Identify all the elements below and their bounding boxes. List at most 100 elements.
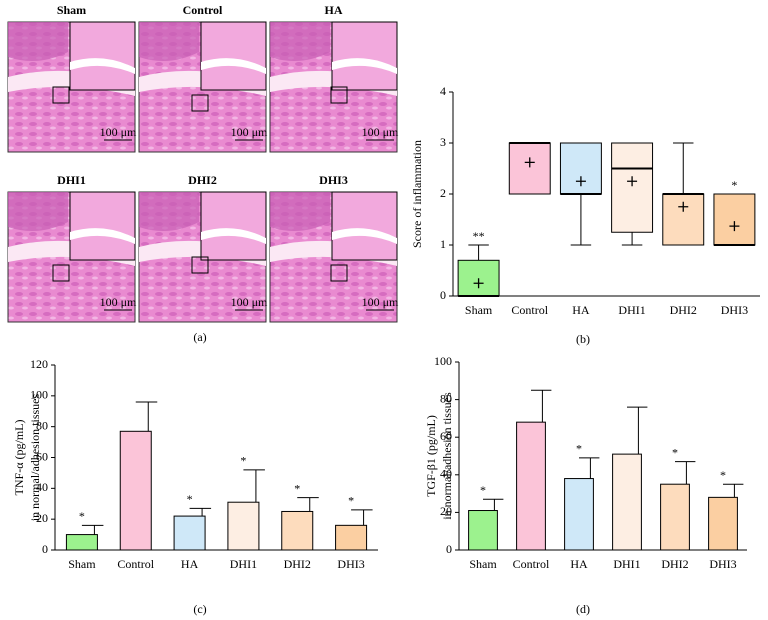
y-axis-label: Score of inflammation [410, 140, 424, 248]
inset [331, 191, 398, 261]
significance: * [240, 454, 246, 468]
roi-box [191, 94, 209, 112]
bar [564, 478, 594, 551]
panel-label: DHI2 [188, 173, 217, 187]
roi-box [52, 264, 70, 282]
y-tick-label: 0 [440, 288, 446, 302]
x-tick-label: Control [117, 557, 154, 571]
panel-label: Sham [57, 3, 86, 17]
panel-label: HA [325, 3, 343, 17]
bar [227, 501, 260, 551]
bar [335, 524, 368, 551]
scale-label: 100 μm [100, 125, 137, 139]
roi-box [52, 86, 70, 104]
inset-detail [70, 58, 135, 74]
bar [173, 515, 206, 551]
scale-label: 100 μm [231, 295, 268, 309]
x-tick-label: HA [572, 303, 590, 317]
inset [331, 21, 398, 91]
bar [516, 421, 546, 551]
x-tick-label: Sham [465, 303, 493, 317]
significance: * [731, 178, 737, 192]
x-tick-label: Sham [68, 557, 96, 571]
y-axis-label: in normal/adhesion tissues [28, 394, 42, 522]
box [713, 193, 756, 246]
bar [708, 496, 738, 551]
caption: (b) [576, 332, 590, 346]
x-tick-label: DHI3 [337, 557, 364, 571]
panel-label: DHI3 [319, 173, 348, 187]
box [662, 193, 705, 246]
y-tick-label: 1 [440, 237, 446, 251]
y-tick-label: 40 [36, 480, 48, 494]
mean-marker [473, 278, 484, 289]
scale-label: 100 μm [362, 125, 399, 139]
y-tick-label: 40 [440, 467, 452, 481]
box [559, 142, 602, 195]
inset [69, 21, 136, 91]
y-tick-label: 60 [440, 429, 452, 443]
y-tick-label: 0 [42, 542, 48, 556]
inset-detail [70, 228, 135, 244]
mucosa [270, 192, 330, 231]
significance: * [187, 492, 193, 506]
y-axis-label: in normal/adhesion tissues [440, 392, 454, 520]
x-tick-label: DHI3 [709, 557, 736, 571]
x-tick-label: DHI3 [721, 303, 748, 317]
x-tick-label: DHI1 [618, 303, 645, 317]
y-tick-label: 120 [30, 357, 48, 371]
y-tick-label: 100 [434, 354, 452, 368]
scale-label: 100 μm [100, 295, 137, 309]
inset-detail [332, 228, 397, 244]
roi-box [330, 264, 348, 282]
significance: * [720, 468, 726, 482]
mucosa [8, 22, 68, 61]
mean-marker [678, 201, 689, 212]
mucosa [139, 192, 199, 231]
significance: * [576, 442, 582, 456]
y-tick-label: 3 [440, 135, 446, 149]
x-tick-label: HA [181, 557, 199, 571]
scale-label: 100 μm [231, 125, 268, 139]
significance: * [348, 494, 354, 508]
box [457, 259, 500, 297]
bar [119, 430, 152, 551]
bar [468, 510, 498, 551]
x-tick-label: DHI2 [284, 557, 311, 571]
mean-marker [524, 157, 535, 168]
inset [200, 21, 267, 91]
inset-detail [201, 228, 266, 244]
y-tick-label: 80 [440, 391, 452, 405]
y-tick-label: 80 [36, 418, 48, 432]
inset-detail [201, 58, 266, 74]
y-tick-label: 2 [440, 186, 446, 200]
bar [612, 453, 642, 551]
box [508, 142, 551, 195]
y-tick-label: 100 [30, 388, 48, 402]
y-tick-label: 4 [440, 84, 446, 98]
scale-label: 100 μm [362, 295, 399, 309]
x-tick-label: DHI2 [670, 303, 697, 317]
panel-label: DHI1 [57, 173, 86, 187]
caption: (c) [193, 602, 206, 616]
y-tick-label: 20 [36, 511, 48, 525]
x-tick-label: DHI2 [661, 557, 688, 571]
panel-label: Control [183, 3, 223, 17]
caption: (d) [576, 602, 590, 616]
significance: * [79, 509, 85, 523]
significance: * [672, 445, 678, 459]
x-tick-label: HA [570, 557, 588, 571]
roi-box [330, 86, 348, 104]
x-tick-label: Control [511, 303, 548, 317]
x-tick-label: DHI1 [230, 557, 257, 571]
mucosa [139, 22, 199, 61]
y-tick-label: 60 [36, 449, 48, 463]
box [611, 142, 654, 233]
y-axis-label: TNF-α (pg/mL) [12, 420, 26, 496]
y-axis-label: TGF-β1 (pg/mL) [424, 415, 438, 497]
x-tick-label: Sham [469, 557, 497, 571]
caption: (a) [193, 330, 206, 344]
mean-marker [575, 176, 586, 187]
significance: * [480, 483, 486, 497]
